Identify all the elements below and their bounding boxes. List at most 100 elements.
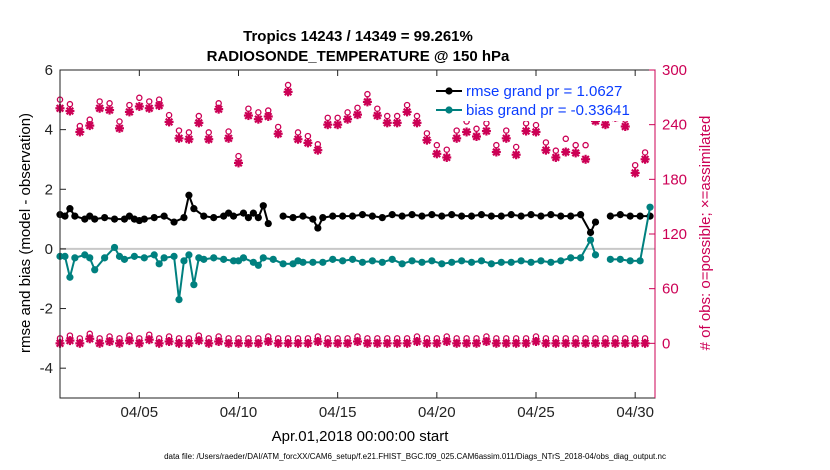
assimilated-point [591,338,600,348]
assimilated-point [620,338,630,348]
obs-star-stroke [373,339,382,348]
assimilated-point [105,105,115,115]
obs-star-stroke [303,138,312,147]
y-tick-label: 2 [45,181,53,198]
bias-point [467,258,476,266]
x-tick-label: 04/30 [616,404,654,421]
bias-series [56,203,654,304]
assimilated-point [293,134,303,144]
rmse-point [467,212,476,220]
assimilated-point [412,118,422,128]
assimilated-point [362,338,372,348]
obs-star-stroke [125,336,134,345]
assimilated-point [95,338,105,348]
rmse-point [368,212,376,220]
assimilated-point [303,338,313,348]
assimilated-point [402,107,412,117]
possible_bottom-series [56,330,649,342]
obs-star-stroke [323,339,332,348]
assimilated-point [283,87,293,97]
y-right-tick-label: 0 [662,335,670,352]
obs-star-stroke [512,339,521,348]
assimilated-point [551,338,561,348]
y-right-tick-label: 240 [662,117,687,134]
bias-point [339,257,347,265]
obs-star-stroke [502,134,511,143]
obs-star-stroke [293,339,303,348]
obs-star-stroke [502,339,511,348]
assimilated-point [263,337,273,347]
obs-star-stroke [145,104,154,113]
assimilated-point [531,127,541,137]
obs-star-stroke [403,339,412,348]
assimilated-point [124,336,134,346]
obs-star-stroke [204,339,213,348]
rmse-point [264,219,272,228]
possible-point [572,141,579,149]
assimilated-point [303,138,313,148]
bias-point [309,258,317,266]
bias-point [388,255,396,263]
assimilated-point [581,338,591,348]
obs-star-stroke [452,339,461,348]
bias-point [86,254,94,262]
obs-star-stroke [363,339,372,348]
bias-point [160,254,168,262]
obs-star-stroke [165,337,174,346]
rmse-point [428,211,436,219]
obs-star-stroke [264,337,273,346]
obs-star-stroke [551,153,560,162]
obs-star-stroke [75,127,84,137]
obs-star-stroke [403,107,412,116]
bias-point [91,266,99,274]
obs-star-stroke [591,339,600,348]
assimilated-point [362,97,372,107]
possible-point [136,94,143,102]
obs-star-stroke [284,87,293,96]
assimilated-point [243,111,253,121]
assimilated-point [472,338,481,348]
assimilated-point [214,104,224,114]
rmse-point [339,212,347,220]
y-right-tick-label: 60 [662,281,679,298]
bias-point [586,236,595,244]
obs-star-stroke [442,337,451,346]
assimilated-point [115,338,124,348]
bias-point [155,260,163,268]
bias-point [239,254,248,262]
possible-point [502,127,510,134]
assimilated-point [253,114,263,124]
assimilated-point [432,149,442,159]
obs-star-stroke [492,147,501,157]
assimilated-point [134,101,144,111]
rmse-point [616,211,624,219]
assimilated-point [541,338,551,348]
assimilated-point [442,152,452,162]
obs-star-stroke [353,110,362,119]
legend-marker [445,87,453,95]
obs-star-stroke [105,106,114,115]
data-marks [55,81,654,348]
bias-point [269,255,277,263]
obs-star-stroke [512,150,521,159]
obs-star-stroke [482,337,491,346]
assimilated-point [124,107,134,117]
obs-star-stroke [155,101,164,110]
assimilated-point [273,338,283,348]
assimilated-point [392,118,402,128]
assimilated-point [174,133,184,143]
assimilated-point [273,129,283,139]
assimilated-point [452,133,462,143]
obs-star-stroke [224,339,233,348]
possible-point [542,139,550,146]
obs-star-stroke [383,118,392,127]
obs-star-stroke [571,148,580,157]
bias-point [180,257,188,265]
obs-star-stroke [323,120,332,129]
bias-point [517,257,525,265]
rmse-series [56,191,654,237]
assimilated-point [491,338,501,348]
rmse-point [388,211,396,219]
assimilated-point [462,127,472,137]
